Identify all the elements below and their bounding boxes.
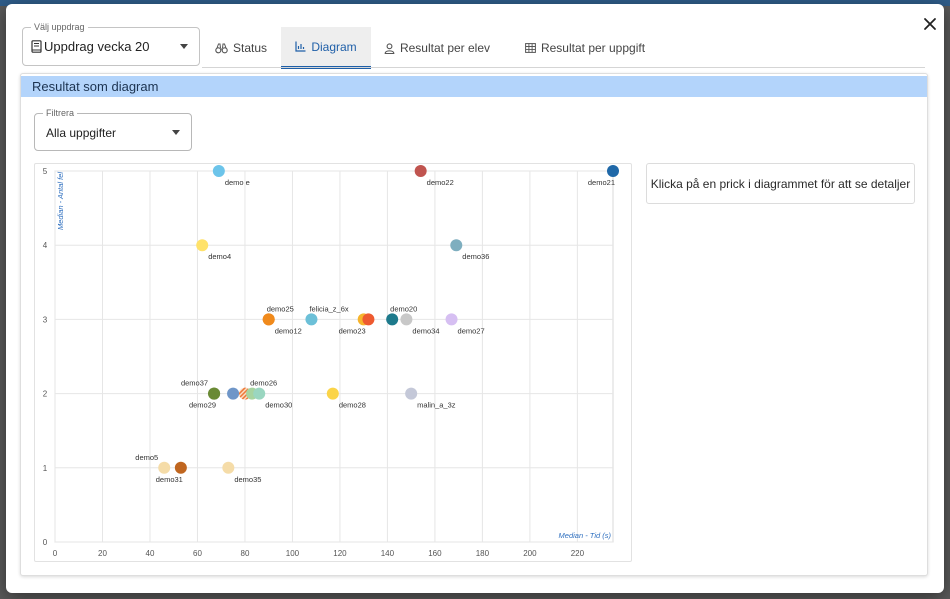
person-icon [384, 42, 395, 54]
point-label-demo12: demo12 [275, 326, 302, 335]
book-icon [31, 40, 42, 53]
results-dialog: Välj uppdrag Uppdrag vecka 20 Status Dia… [6, 4, 944, 593]
details-info-card: Klicka på en prick i diagrammet för att … [646, 163, 915, 204]
point-label-demo37: demo37 [181, 379, 208, 388]
chart-icon [295, 41, 306, 52]
data-point-demo4[interactable] [196, 239, 209, 252]
data-point-demo28[interactable] [326, 387, 339, 400]
tab-resultat-per-elev[interactable]: Resultat per elev [378, 27, 496, 69]
tab-resultat-per-elev-label: Resultat per elev [399, 41, 491, 55]
point-label-demo5: demo5 [135, 453, 158, 462]
x-tick-label: 120 [333, 549, 347, 558]
data-point-malin-a-3z[interactable] [405, 387, 418, 400]
data-point-demo21[interactable] [607, 165, 619, 177]
point-label-demo28: demo28 [339, 401, 366, 410]
point-label-demo22: demo22 [427, 178, 454, 187]
chevron-down-icon [180, 44, 188, 49]
filter-select-legend: Filtrera [43, 107, 78, 119]
x-tick-label: 80 [241, 549, 250, 558]
x-tick-label: 180 [476, 549, 490, 558]
point-label-demo30: demo30 [265, 401, 292, 410]
assignment-select-legend: Välj uppdrag [31, 21, 88, 33]
y-axis-title: Median - Antal fel [56, 172, 65, 230]
tab-resultat-per-uppgift[interactable]: Resultat per uppgift [518, 27, 652, 69]
data-point-unlabeled[interactable] [227, 387, 240, 400]
plot-area-frame [54, 170, 614, 543]
point-label-demo21: demo21 [588, 178, 615, 187]
data-point-unlabeled[interactable] [362, 313, 375, 326]
x-tick-label: 200 [523, 549, 537, 558]
point-label-felicia-z-6x: felicia_z_6x [309, 304, 348, 313]
close-icon[interactable] [920, 14, 940, 34]
data-point-demo30[interactable] [253, 387, 266, 400]
data-point-demo22[interactable] [414, 165, 427, 177]
data-point-demo31[interactable] [174, 461, 187, 474]
x-axis-title: Median - Tid (s) [559, 531, 612, 540]
assignment-select-value: Uppdrag vecka 20 [44, 39, 150, 54]
point-label-demo29: demo29 [189, 401, 216, 410]
binoculars-icon [215, 43, 228, 53]
scatter-chart: 0 20 40 60 80 100 120 140 160 180 200 220 0 1 2 3 4 5 dem… [34, 163, 632, 562]
y-tick-label: 3 [43, 315, 48, 324]
assignment-select[interactable]: Välj uppdrag Uppdrag vecka 20 [22, 21, 200, 66]
point-label-demo4: demo4 [208, 252, 231, 261]
x-tick-label: 20 [98, 549, 107, 558]
x-tick-label: 220 [571, 549, 585, 558]
point-label-demo20: demo20 [390, 304, 417, 313]
filter-select-value: Alla uppgifter [46, 126, 117, 140]
point-label-demo36: demo36 [462, 252, 489, 261]
tab-diagram-label: Diagram [311, 39, 357, 54]
data-point-demo34[interactable] [400, 313, 413, 326]
tab-resultat-per-uppgift-label: Resultat per uppgift [540, 41, 646, 55]
x-tick-label: 140 [381, 549, 395, 558]
data-point-demo29[interactable] [208, 387, 221, 400]
point-label-demo-e: demo e [225, 178, 250, 187]
panel-title: Resultat som diagram [21, 76, 927, 97]
point-label-demo25: demo25 [267, 304, 294, 313]
point-label-demo35: demo35 [234, 475, 261, 484]
y-tick-label: 1 [43, 464, 48, 473]
x-tick-label: 0 [53, 549, 58, 558]
x-tick-label: 100 [286, 549, 300, 558]
data-point-demo5[interactable] [158, 461, 171, 474]
details-info-text: Klicka på en prick i diagrammet för att … [650, 176, 911, 191]
point-label-demo23: demo23 [339, 326, 366, 335]
data-point-felicia-z-6x[interactable] [305, 313, 318, 326]
point-label-demo34: demo34 [412, 326, 439, 335]
tab-status[interactable]: Status [202, 27, 280, 69]
y-tick-label: 2 [43, 390, 48, 399]
data-point-demo12[interactable] [262, 313, 275, 326]
data-point-demo-e[interactable] [212, 165, 225, 177]
tab-diagram[interactable]: Diagram [281, 27, 371, 69]
point-label-malin-a-3z: malin_a_3z [417, 401, 456, 410]
x-tick-label: 60 [193, 549, 202, 558]
data-point-demo35[interactable] [222, 461, 235, 474]
point-label-demo31: demo31 [156, 475, 183, 484]
x-tick-label: 160 [428, 549, 442, 558]
data-point-demo27[interactable] [445, 313, 458, 326]
table-icon [525, 43, 536, 53]
point-label-demo27: demo27 [458, 326, 485, 335]
y-tick-label: 4 [43, 241, 48, 250]
tab-status-label: Status [232, 41, 268, 55]
filter-select[interactable]: Filtrera Alla uppgifter [34, 107, 192, 151]
data-point-demo20[interactable] [386, 313, 399, 326]
point-label-demo26: demo26 [250, 379, 277, 388]
results-panel: Resultat som diagram Filtrera Alla uppgi… [20, 73, 928, 576]
data-point-demo36[interactable] [450, 239, 463, 252]
y-tick-label: 5 [43, 167, 48, 176]
tab-divider [202, 67, 925, 68]
backdrop [0, 0, 950, 6]
y-tick-label: 0 [43, 538, 48, 547]
chevron-down-icon [172, 130, 180, 135]
scatter-plot-svg: 0 20 40 60 80 100 120 140 160 180 200 220 0 1 2 3 4 5 dem… [43, 165, 619, 558]
x-tick-label: 40 [146, 549, 155, 558]
